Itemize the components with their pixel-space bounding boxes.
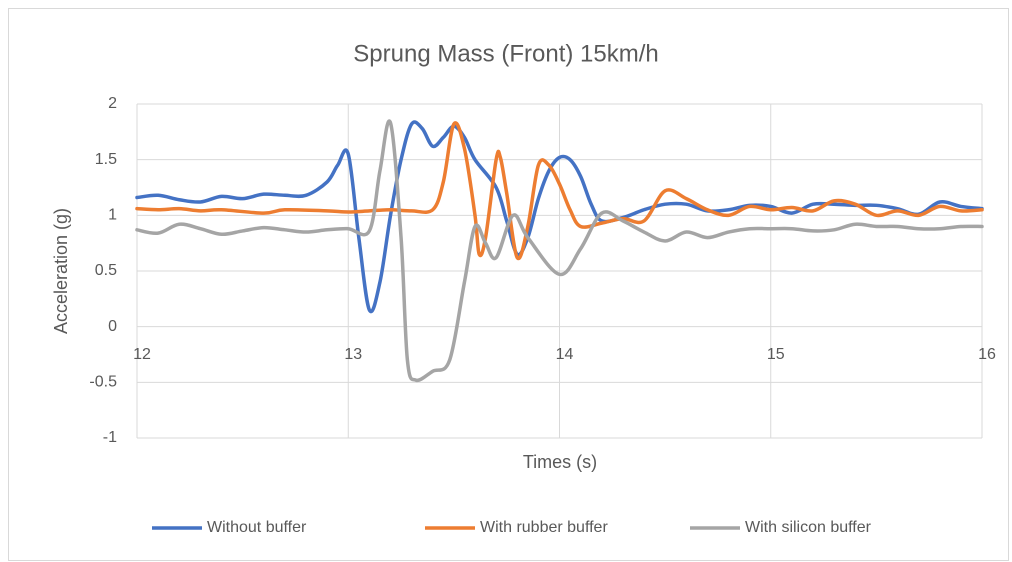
y-tick-label: 1 [108, 207, 117, 224]
x-tick-label: 15 [767, 346, 785, 363]
line-series [135, 121, 984, 261]
legend-label: With silicon buffer [745, 519, 872, 536]
legend-label: With rubber buffer [480, 519, 608, 536]
y-tick-label: 1.5 [95, 151, 117, 168]
x-tick-label: 12 [133, 346, 151, 363]
legend-label: Without buffer [207, 519, 307, 536]
y-tick-label: 0.5 [95, 262, 117, 279]
y-tick-label: -0.5 [89, 374, 117, 391]
line-series [135, 119, 984, 383]
x-tick-label: 16 [978, 346, 996, 363]
y-axis-title: Acceleration (g) [51, 208, 71, 334]
y-tick-label: -1 [103, 429, 117, 446]
chart-title: Sprung Mass (Front) 15km/h [353, 40, 658, 67]
chart-frame [8, 8, 1009, 561]
y-tick-label: 2 [108, 95, 117, 112]
y-tick-label: 0 [108, 318, 117, 335]
x-axis-title: Times (s) [523, 452, 597, 472]
x-tick-label: 13 [344, 346, 362, 363]
x-tick-label: 14 [556, 346, 574, 363]
